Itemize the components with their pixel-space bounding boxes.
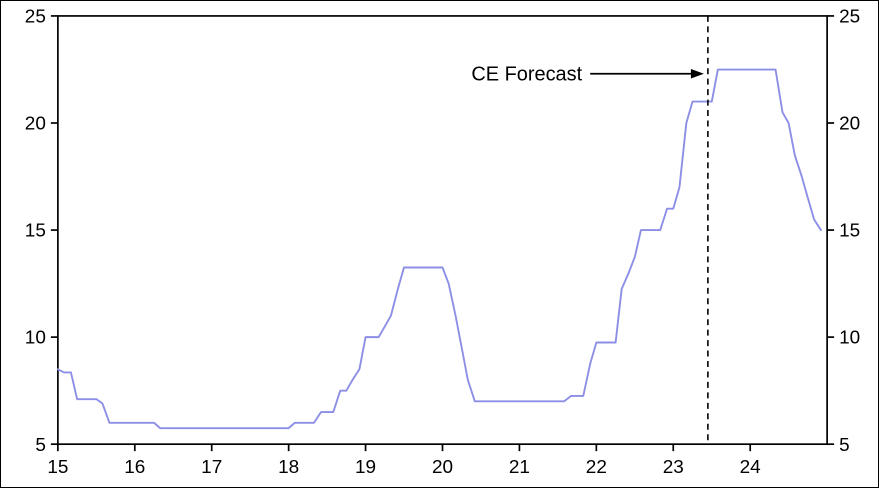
y-axis-label-left: 15 bbox=[25, 221, 46, 242]
x-axis-label: 15 bbox=[47, 457, 68, 478]
y-axis-label-left: 25 bbox=[25, 7, 46, 28]
x-axis-label: 20 bbox=[432, 457, 453, 478]
y-axis-label-right: 25 bbox=[839, 7, 860, 28]
y-axis-label-right: 15 bbox=[839, 221, 860, 242]
y-axis-label-left: 10 bbox=[25, 328, 46, 349]
x-axis-label: 19 bbox=[355, 457, 376, 478]
x-axis-label: 24 bbox=[740, 457, 761, 478]
x-axis-label: 22 bbox=[586, 457, 607, 478]
plot-border bbox=[57, 15, 828, 446]
forecast-arrowhead-icon bbox=[690, 68, 704, 79]
x-axis-label: 17 bbox=[201, 457, 222, 478]
x-axis-label: 21 bbox=[509, 457, 530, 478]
y-axis-label-left: 20 bbox=[25, 114, 46, 135]
series-line-rate bbox=[56, 68, 822, 430]
x-axis-label: 23 bbox=[663, 457, 684, 478]
y-axis-label-right: 5 bbox=[839, 435, 850, 456]
y-axis-label-left: 5 bbox=[35, 435, 46, 456]
x-axis-label: 18 bbox=[278, 457, 299, 478]
y-axis-label-right: 20 bbox=[839, 114, 860, 135]
y-axis-label-right: 10 bbox=[839, 328, 860, 349]
forecast-annotation-label: CE Forecast bbox=[471, 64, 582, 86]
x-axis-label: 16 bbox=[124, 457, 145, 478]
